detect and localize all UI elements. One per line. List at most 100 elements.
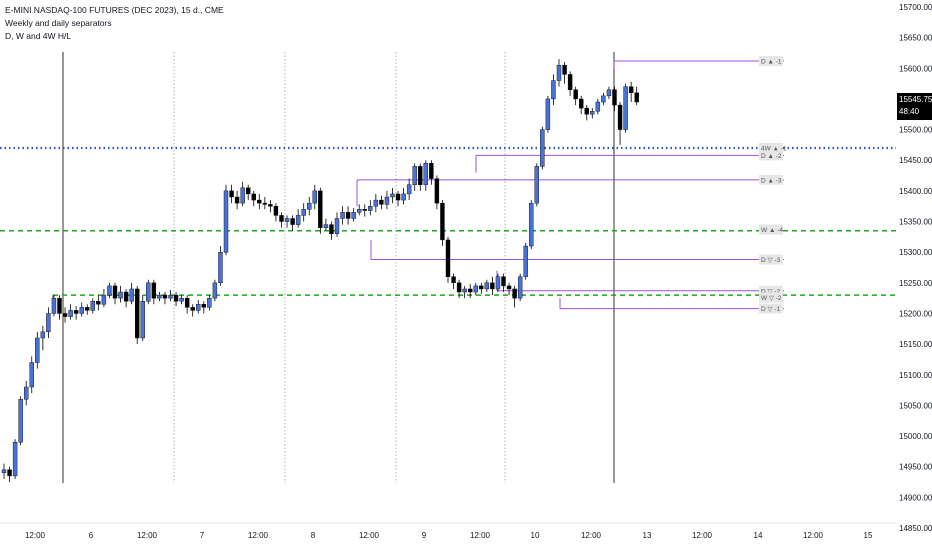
price-tick: 15300.00 [899,248,932,257]
candle-body [279,215,284,222]
price-axis[interactable] [896,0,932,550]
level-label-bg [759,55,783,66]
indicator-dw4w-hl[interactable]: D, W and 4W H/L [5,31,72,41]
candle-body [395,193,401,201]
candle-body [7,469,12,477]
candle-body [129,288,134,302]
candle-body [423,163,428,185]
candle-body [329,224,334,234]
candle-body [517,276,523,299]
candle-body [506,285,512,290]
price-tick: 15500.00 [899,126,932,135]
candle-body [157,294,162,299]
candle-body [429,163,434,179]
candle-body [612,89,617,106]
candle-body [29,362,34,388]
level-labels: D ▲ -1 4W ▲ -1D ▲ -2 D ▲ -3 W ▲ -4 D ▽ -3 D ▽… [759,55,787,314]
candle-body [379,199,384,205]
candle-body [134,288,140,339]
candle-body [357,209,362,213]
candle-body [362,209,367,211]
candle-body [79,307,84,314]
price-tick: 15700.00 [899,3,932,12]
candle-body [323,224,329,228]
time-tick: 7 [200,531,205,540]
level-label: D ▲ -2 [761,153,782,160]
candle-body [24,386,29,400]
level-label: W ▽ -2 [761,295,782,302]
candle-body [562,65,567,75]
candle-body [101,294,107,305]
candle-body [290,218,295,225]
candle-body [1,469,7,474]
candle-body [151,282,157,299]
candlesticks [1,59,639,483]
candle-body [345,212,351,219]
candle-body [601,95,606,103]
candle-body [96,301,101,305]
price-tick: 15100.00 [899,371,932,380]
level-label: D ▲ -3 [761,177,782,184]
candle-body [567,74,573,90]
candle-body [623,86,628,130]
candle-body [40,331,46,339]
candle-body [268,204,273,207]
symbol-title[interactable]: E-MINI NASDAQ-100 FUTURES (DEC 2023), 15… [5,5,224,15]
time-tick: 12:00 [581,531,602,540]
candle-body [62,313,68,317]
candle-body [418,166,423,185]
candle-body [540,129,545,167]
candle-body [318,190,323,228]
candle-body [523,245,528,277]
candle-body [107,285,112,296]
level-label: D ▽ -3 [761,257,780,264]
candle-body [184,297,190,308]
candle-body [18,399,23,443]
candle-body [118,291,123,299]
candle-body [46,313,51,333]
time-tick: 10 [531,531,540,540]
candle-body [351,212,356,219]
time-tick: 6 [89,531,94,540]
candle-body [57,297,62,314]
candle-body [212,282,218,299]
time-tick: 12:00 [137,531,158,540]
time-tick: 12:00 [248,531,269,540]
candle-body [495,276,501,290]
price-tick: 14850.00 [899,524,932,533]
time-tick: 9 [422,531,427,540]
price-tick: 15000.00 [899,432,932,441]
candle-body [251,193,256,201]
candle-body [229,190,234,198]
candle-body [584,107,589,115]
candle-body [551,80,556,100]
indicator-weekly-daily-separators[interactable]: Weekly and daily separators [5,18,112,28]
candle-body [179,297,184,302]
candle-body [196,304,201,311]
candle-body [190,307,195,311]
candle-body [473,285,478,293]
level-label-bg [759,150,783,161]
candle-body [12,441,18,477]
candle-body [534,166,539,204]
time-tick: 8 [311,531,316,540]
candle-body [384,196,390,205]
candle-body [573,89,578,100]
candle-body [456,282,462,293]
price-tick: 15150.00 [899,340,932,349]
level-label-bg [759,254,783,265]
candle-body [406,184,412,195]
candle-body [273,206,279,216]
price-tick: 15600.00 [899,64,932,73]
candle-body [468,288,473,293]
candle-body [634,92,639,103]
level-label-bg [759,142,783,153]
price-tick: 14900.00 [899,493,932,502]
candle-body [556,65,562,81]
price-tick: 15400.00 [899,187,932,196]
candle-body [245,187,251,195]
price-tick: 15650.00 [899,34,932,43]
price-tick: 15250.00 [899,279,932,288]
time-tick: 12:00 [692,531,713,540]
